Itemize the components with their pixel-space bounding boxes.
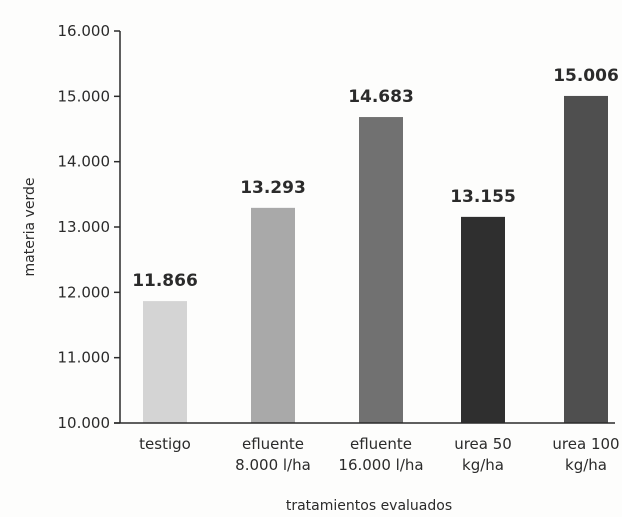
x-axis-title: tratamientos evaluados [286, 498, 452, 514]
y-tick-label: 15.000 [58, 87, 111, 105]
bar [461, 216, 505, 423]
y-axis-ticks: 10.000 11.000 12.000 13.000 14.000 15.000 16.0… [58, 22, 120, 432]
x-category-label: testigo [139, 435, 191, 453]
bar [143, 301, 187, 423]
data-labels: 11.866 13.293 14.683 13.155 15.006 [132, 66, 619, 291]
y-tick-label: 16.000 [58, 22, 111, 40]
data-label: 13.155 [450, 187, 516, 207]
y-tick-label: 11.000 [58, 349, 111, 367]
data-label: 14.683 [348, 87, 414, 107]
x-category-label: urea 50 [454, 435, 512, 453]
data-label: 15.006 [553, 66, 619, 86]
bar [564, 95, 608, 423]
x-category-label: 8.000 l/ha [235, 456, 311, 474]
data-label: 11.866 [132, 271, 198, 291]
x-category-label: kg/ha [565, 456, 607, 474]
bar [359, 117, 403, 423]
bars [143, 95, 608, 423]
x-axis-category-labels: testigo efluente 8.000 l/ha efluente 16.000 … [139, 435, 619, 474]
y-tick-label: 14.000 [58, 153, 111, 171]
y-tick-label: 10.000 [58, 414, 111, 432]
x-category-label: kg/ha [462, 456, 504, 474]
x-category-label: 16.000 l/ha [338, 456, 423, 474]
bar [251, 207, 295, 423]
y-tick-label: 12.000 [58, 283, 111, 301]
x-category-label: urea 100 [552, 435, 619, 453]
x-category-label: efluente [350, 435, 412, 453]
y-axis-title: materia verde [22, 178, 38, 277]
y-tick-label: 13.000 [58, 218, 111, 236]
data-label: 13.293 [240, 178, 306, 198]
x-category-label: efluente [242, 435, 304, 453]
